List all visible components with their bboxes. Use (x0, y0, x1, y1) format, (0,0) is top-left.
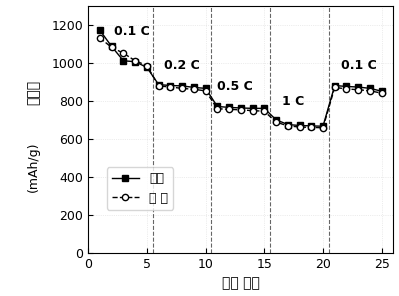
充电 (180, 84, 184, 88)
放 电 (356, 88, 361, 91)
充电 (133, 60, 138, 63)
放 电 (262, 110, 267, 113)
充电 (321, 125, 326, 128)
Line: 放 电: 放 电 (97, 35, 385, 131)
Legend: 充电, 放 电: 充电, 放 电 (107, 168, 173, 210)
充电 (285, 123, 290, 126)
放 电 (180, 87, 184, 90)
X-axis label: 循环 次数: 循环 次数 (222, 276, 260, 290)
放 电 (379, 91, 384, 95)
充电 (250, 107, 255, 110)
充电 (332, 84, 337, 87)
放 电 (285, 124, 290, 128)
放 电 (321, 126, 326, 130)
放 电 (192, 88, 196, 91)
充电 (239, 106, 243, 110)
放 电 (109, 46, 114, 49)
充电 (121, 59, 126, 62)
充电 (97, 28, 102, 32)
充电 (297, 124, 302, 127)
充电 (156, 83, 161, 86)
放 电 (227, 107, 231, 111)
充电 (109, 45, 114, 48)
充电 (192, 86, 196, 89)
放 电 (367, 89, 372, 93)
Text: 0.1 C: 0.1 C (341, 59, 376, 72)
Text: 1 C: 1 C (282, 95, 304, 108)
Text: 比容量: 比容量 (26, 80, 40, 105)
放 电 (309, 126, 314, 129)
充电 (168, 84, 173, 87)
放 电 (121, 52, 126, 55)
充电 (309, 124, 314, 128)
放 电 (250, 109, 255, 112)
放 电 (274, 120, 279, 124)
充电 (379, 89, 384, 93)
放 电 (156, 84, 161, 88)
充电 (356, 85, 361, 89)
充电 (274, 118, 279, 122)
充电 (144, 66, 149, 69)
充电 (367, 87, 372, 90)
放 电 (97, 36, 102, 40)
放 电 (297, 125, 302, 129)
充电 (227, 106, 231, 109)
Text: 0.2 C: 0.2 C (164, 59, 200, 72)
Text: 0.5 C: 0.5 C (217, 80, 253, 93)
Text: (mAh/g): (mAh/g) (27, 141, 40, 192)
Line: 充电: 充电 (97, 27, 385, 129)
放 电 (144, 64, 149, 67)
Text: 0.1 C: 0.1 C (114, 25, 150, 38)
放 电 (168, 85, 173, 89)
放 电 (133, 59, 138, 62)
充电 (215, 105, 220, 108)
充电 (203, 87, 208, 90)
放 电 (203, 89, 208, 93)
充电 (344, 85, 349, 88)
放 电 (239, 108, 243, 112)
放 电 (344, 87, 349, 91)
充电 (262, 107, 267, 110)
放 电 (332, 86, 337, 89)
放 电 (215, 107, 220, 110)
